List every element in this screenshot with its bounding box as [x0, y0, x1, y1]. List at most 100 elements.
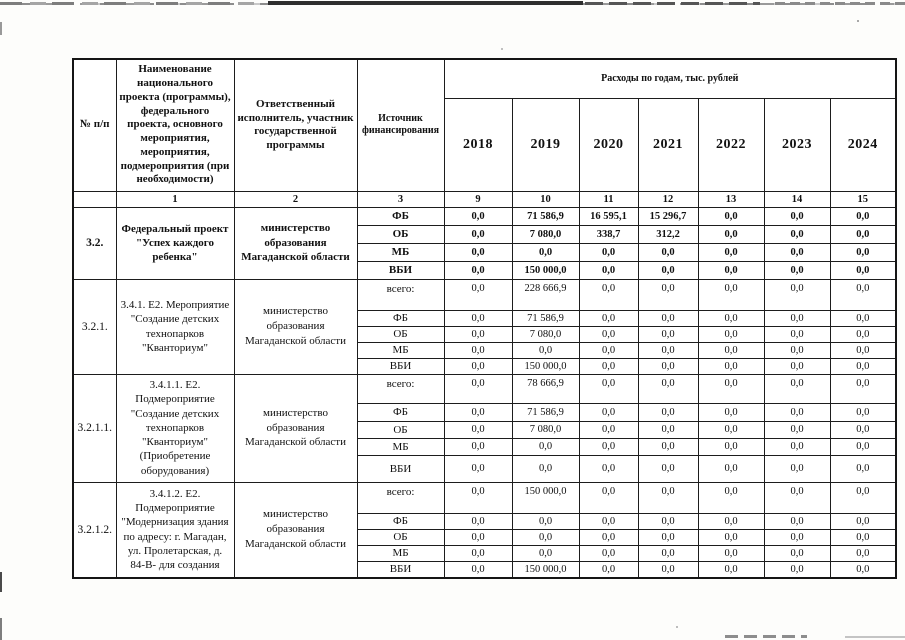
scan-artifact-edge-1 — [0, 22, 2, 35]
value-cell: 0,0 — [763, 357, 831, 375]
value-cell: 0,0 — [578, 242, 639, 262]
value-cell: 0,0 — [443, 560, 513, 579]
table-row: МБ 0,0 0,0 0,0 0,0 0,0 0,0 0,0 — [73, 437, 897, 456]
table-row: МБ 0,0 0,0 0,0 0,0 0,0 0,0 0,0 — [73, 544, 897, 562]
table-row: ВБИ 0,0 0,0 0,0 0,0 0,0 0,0 0,0 — [73, 454, 897, 483]
column-number-cell: 13 — [697, 190, 765, 208]
funding-source-cell: МБ — [356, 341, 445, 359]
value-cell: 0,0 — [697, 528, 765, 546]
value-cell: 0,0 — [697, 325, 765, 343]
value-cell: 0,0 — [443, 481, 513, 514]
value-cell: 0,0 — [443, 357, 513, 375]
value-cell: 15 296,7 — [637, 206, 699, 226]
value-cell: 0,0 — [443, 224, 513, 244]
header-row-top: № п/п Наименование национального проекта… — [72, 58, 897, 192]
year-header: 2020 — [578, 97, 639, 192]
value-cell: 0,0 — [697, 309, 765, 327]
value-cell: 0,0 — [697, 420, 765, 439]
value-cell: 0,0 — [697, 206, 765, 226]
table-row: ОБ 0,0 0,0 0,0 0,0 0,0 0,0 0,0 — [73, 528, 897, 546]
year-header: 2019 — [511, 97, 580, 192]
column-number-cell: 15 — [829, 190, 897, 208]
header-expenses-title: Расходы по годам, тыс. рублей — [443, 58, 897, 99]
value-cell: 0,0 — [763, 242, 831, 262]
scan-artifact-edge-3 — [0, 618, 2, 640]
value-cell: 0,0 — [511, 512, 580, 530]
column-number-cell: 12 — [637, 190, 699, 208]
column-number-cell: 14 — [763, 190, 831, 208]
value-cell: 0,0 — [511, 528, 580, 546]
value-cell: 0,0 — [829, 528, 897, 546]
value-cell: 7 080,0 — [511, 420, 580, 439]
table-body: 3.2. Федеральный проект "Успех каждого ре… — [72, 206, 897, 579]
value-cell: 0,0 — [637, 242, 699, 262]
funding-source-cell: МБ — [356, 544, 445, 562]
value-cell: 0,0 — [443, 420, 513, 439]
value-cell: 0,0 — [578, 357, 639, 375]
funding-source-cell: всего: — [356, 481, 445, 514]
value-cell: 7 080,0 — [511, 224, 580, 244]
value-cell: 338,7 — [578, 224, 639, 244]
value-cell: 0,0 — [578, 325, 639, 343]
funding-source-cell: ВБИ — [356, 260, 445, 280]
value-cell: 0,0 — [763, 373, 831, 404]
value-cell: 0,0 — [829, 224, 897, 244]
value-cell: 0,0 — [697, 373, 765, 404]
table-row: ВБИ 0,0 150 000,0 0,0 0,0 0,0 0,0 0,0 — [73, 560, 897, 579]
value-cell: 0,0 — [443, 325, 513, 343]
project-name-cell: 3.4.1. Е2. Мероприятие "Создание детских… — [115, 278, 235, 375]
value-cell: 71 586,9 — [511, 309, 580, 327]
value-cell: 0,0 — [637, 278, 699, 311]
value-cell: 0,0 — [443, 341, 513, 359]
value-cell: 0,0 — [578, 512, 639, 530]
value-cell: 0,0 — [697, 357, 765, 375]
row-number-cell: 3.2.1.2. — [72, 481, 117, 579]
table-row: 3.2.1.2. 3.4.1.2. Е2. Подмероприятие "Мод… — [72, 481, 897, 579]
value-cell: 0,0 — [511, 544, 580, 562]
table-row: 3.2.1.1. 3.4.1.1. Е2. Подмероприятие "Соз… — [72, 373, 897, 483]
value-cell: 0,0 — [511, 242, 580, 262]
value-cell: 0,0 — [637, 373, 699, 404]
value-cell: 0,0 — [637, 454, 699, 483]
value-cell: 0,0 — [829, 437, 897, 456]
funding-source-cell: ФБ — [356, 309, 445, 327]
value-cell: 0,0 — [443, 402, 513, 422]
value-cell: 0,0 — [829, 357, 897, 375]
value-cell: 71 586,9 — [511, 206, 580, 226]
value-cell: 0,0 — [829, 560, 897, 579]
value-cell: 0,0 — [697, 224, 765, 244]
executor-cell: министерство образования Магаданской обл… — [233, 206, 358, 280]
value-cell: 0,0 — [829, 278, 897, 311]
value-cell: 0,0 — [763, 260, 831, 280]
value-cell: 7 080,0 — [511, 325, 580, 343]
value-cell: 0,0 — [829, 341, 897, 359]
value-cell: 0,0 — [763, 325, 831, 343]
header-col-number: № п/п — [72, 58, 117, 192]
value-cell: 0,0 — [443, 260, 513, 280]
value-cell: 0,0 — [697, 560, 765, 579]
project-name-cell: Федеральный проект "Успех каждого ребенк… — [115, 206, 235, 280]
value-cell: 0,0 — [511, 437, 580, 456]
funding-source-cell: ОБ — [356, 528, 445, 546]
value-cell: 0,0 — [763, 224, 831, 244]
value-cell: 0,0 — [511, 341, 580, 359]
value-cell: 71 586,9 — [511, 402, 580, 422]
value-cell: 0,0 — [829, 206, 897, 226]
value-cell: 0,0 — [578, 528, 639, 546]
value-cell: 0,0 — [578, 481, 639, 514]
value-cell: 0,0 — [637, 512, 699, 530]
row-number-cell: 3.2. — [72, 206, 117, 280]
column-number-cell: 1 — [115, 190, 235, 208]
value-cell: 0,0 — [697, 341, 765, 359]
value-cell: 0,0 — [697, 437, 765, 456]
funding-source-cell: ФБ — [356, 512, 445, 530]
year-header: 2022 — [697, 97, 765, 192]
table-row: ОБ 0,0 7 080,0 0,0 0,0 0,0 0,0 0,0 — [73, 325, 897, 343]
scan-artifact-bottom-dash-1 — [725, 635, 807, 638]
year-header: 2021 — [637, 97, 699, 192]
table-row: МБ 0,0 0,0 0,0 0,0 0,0 0,0 0,0 — [73, 242, 897, 262]
scan-artifact-top-dark — [268, 1, 583, 5]
funding-source-cell: ФБ — [356, 402, 445, 422]
value-cell: 0,0 — [637, 325, 699, 343]
value-cell: 0,0 — [763, 206, 831, 226]
